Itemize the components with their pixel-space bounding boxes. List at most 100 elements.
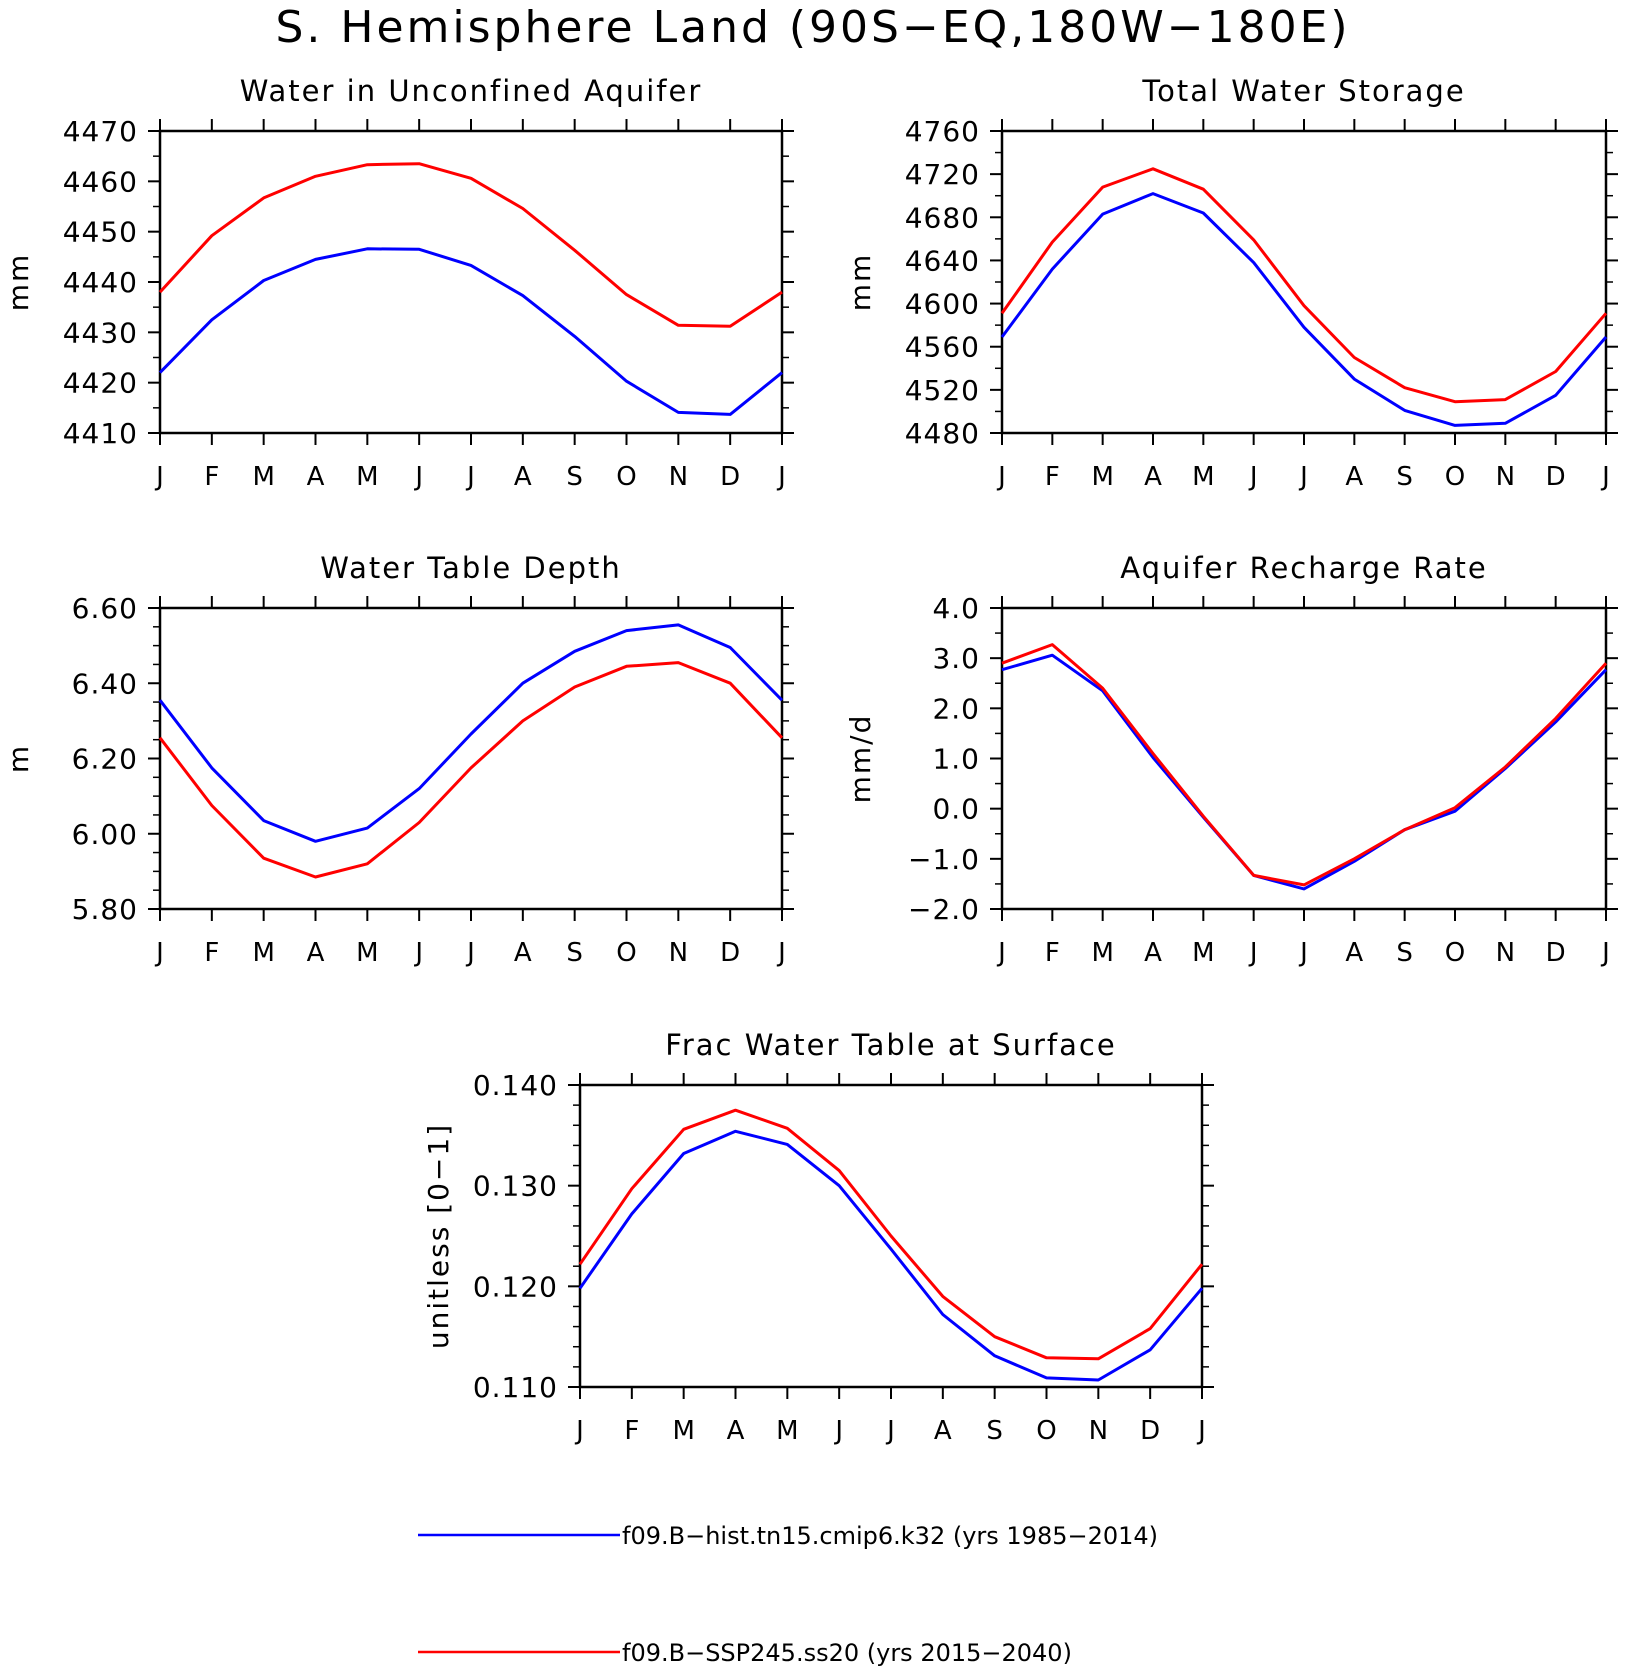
y-tick-label: 4.0 (932, 592, 980, 625)
x-tick-label: O (616, 462, 636, 492)
y-tick-label: 5.80 (72, 893, 138, 926)
x-tick-label: S (566, 462, 583, 492)
x-tick-label: J (154, 462, 164, 492)
panel-title: Water Table Depth (320, 551, 622, 585)
x-tick-label: N (669, 462, 688, 492)
y-tick-label: 4420 (63, 367, 138, 400)
y-tick-label: 4460 (63, 165, 138, 198)
y-tick-label: 6.20 (72, 743, 138, 776)
x-tick-label: J (1248, 938, 1258, 968)
y-tick-label: −2.0 (908, 893, 980, 926)
panel-title: Aquifer Recharge Rate (1120, 551, 1488, 585)
x-tick-label: J (413, 462, 423, 492)
x-tick-label: F (204, 462, 219, 492)
x-tick-label: N (669, 938, 688, 968)
y-axis-label: mm (2, 253, 35, 312)
x-tick-label: M (1091, 938, 1113, 968)
series-line-ssp245 (158, 661, 784, 879)
x-tick-label: A (1345, 462, 1363, 492)
y-tick-label: 6.00 (72, 818, 138, 851)
panel-water-in-unconfined-aquifer: Water in Unconfined Aquifer J F M A M J J A S O N D J… (2, 74, 794, 492)
series-line-hist (158, 247, 783, 416)
x-tick-label: J (885, 1416, 895, 1446)
y-tick-label: 4430 (63, 316, 138, 349)
series-line-ssp245 (1001, 643, 1608, 887)
x-tick-label: D (720, 462, 740, 492)
x-tick-label: A (514, 462, 532, 492)
x-tick-label: A (514, 938, 532, 968)
x-tick-label: J (1196, 1416, 1206, 1446)
x-tick-label: M (672, 1416, 694, 1446)
y-tick-label: 4470 (63, 115, 138, 148)
x-tick-label: N (1496, 462, 1515, 492)
x-tick-label: D (720, 938, 740, 968)
y-tick-label: 3.0 (932, 642, 980, 675)
x-tick-label: M (1091, 462, 1113, 492)
y-tick-label: 4440 (63, 266, 138, 299)
x-tick-label: A (307, 462, 325, 492)
x-tick-label: S (566, 938, 583, 968)
y-axis-label: m (2, 744, 35, 773)
x-tick-label: J (1248, 462, 1258, 492)
x-tick-label: J (413, 938, 423, 968)
x-tick-label: A (727, 1416, 745, 1446)
plot-frame (158, 129, 784, 435)
legend-label-hist: f09.B−hist.tn15.cmip6.k32 (yrs 1985−2014… (622, 1522, 1158, 1550)
y-tick-label: 0.0 (932, 793, 980, 826)
x-tick-label: M (252, 462, 274, 492)
x-tick-label: J (1298, 938, 1308, 968)
x-tick-label: S (1396, 938, 1413, 968)
x-tick-label: S (1396, 462, 1413, 492)
chart-legend: f09.B−hist.tn15.cmip6.k32 (yrs 1985−2014… (418, 1522, 1158, 1667)
x-tick-label: M (1192, 462, 1214, 492)
x-tick-label: A (1345, 938, 1363, 968)
series-line-hist (158, 623, 784, 843)
x-tick-label: J (574, 1416, 584, 1446)
x-tick-label: O (1036, 1416, 1056, 1446)
x-tick-label: J (996, 938, 1006, 968)
series-line-hist (1000, 192, 1608, 427)
x-tick-label: J (465, 938, 475, 968)
x-tick-label: J (154, 938, 164, 968)
x-tick-label: J (996, 462, 1006, 492)
y-tick-label: 4720 (905, 158, 980, 191)
y-tick-label: 2.0 (932, 692, 980, 725)
x-tick-label: D (1546, 938, 1566, 968)
x-tick-label: S (986, 1416, 1003, 1446)
series-line-hist (1001, 653, 1608, 891)
x-tick-label: F (624, 1416, 639, 1446)
y-tick-label: 4480 (905, 417, 980, 450)
x-tick-label: A (1144, 462, 1162, 492)
y-tick-label: 6.60 (72, 592, 138, 625)
series-line-ssp245 (1000, 167, 1608, 404)
x-tick-label: F (204, 938, 219, 968)
plot-frame (158, 606, 784, 911)
panel-water-table-depth: Water Table Depth J F M A M J J A S O N D J 5.80 6.00 6.… (2, 551, 794, 968)
y-tick-label: 0.130 (473, 1170, 558, 1203)
panel-frac-water-table-at-surface: Frac Water Table at Surface J F M A M J J A S O N D J… (422, 1028, 1214, 1446)
x-tick-label: M (1192, 938, 1214, 968)
figure-title: S. Hemisphere Land (90S−EQ,180W−180E) (275, 2, 1350, 53)
y-tick-label: 4680 (905, 201, 980, 234)
y-tick-label: 4760 (905, 115, 980, 148)
x-tick-label: D (1140, 1416, 1160, 1446)
y-axis-label: unitless [0−1] (422, 1123, 455, 1349)
plot-frame (1000, 129, 1608, 435)
x-tick-label: J (776, 462, 786, 492)
y-tick-label: −1.0 (908, 843, 980, 876)
x-tick-label: J (776, 938, 786, 968)
y-tick-label: 0.120 (473, 1270, 558, 1303)
legend-label-ssp245: f09.B−SSP245.ss20 (yrs 2015−2040) (622, 1639, 1072, 1667)
x-tick-label: N (1496, 938, 1515, 968)
x-tick-label: M (252, 938, 274, 968)
x-tick-label: F (1045, 462, 1060, 492)
x-tick-label: N (1089, 1416, 1108, 1446)
x-tick-label: A (934, 1416, 952, 1446)
y-tick-label: 6.40 (72, 667, 138, 700)
x-tick-label: O (616, 938, 636, 968)
y-tick-label: 4410 (63, 417, 138, 450)
y-tick-label: 4600 (905, 288, 980, 321)
